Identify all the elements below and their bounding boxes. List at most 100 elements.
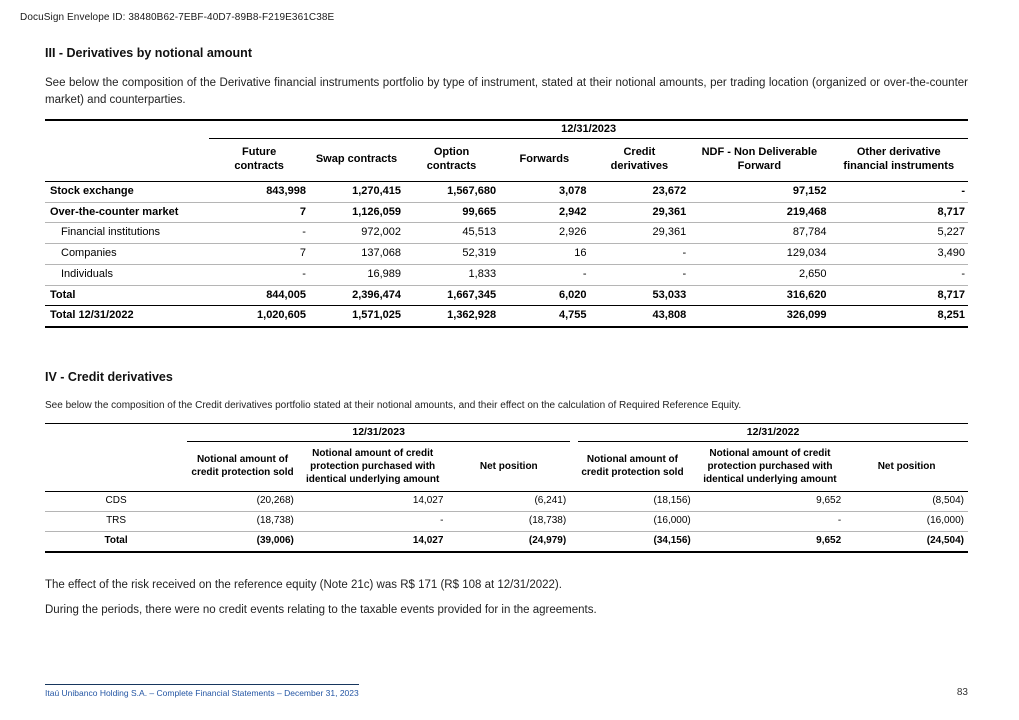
cell-value: 14,027 — [297, 530, 448, 553]
cell-value: 99,665 — [404, 202, 500, 224]
cell-value: 29,361 — [589, 222, 690, 245]
cell-value: 8,717 — [829, 202, 968, 224]
table-row-total: Total (39,006) 14,027 (24,979) (34,156) … — [45, 530, 968, 553]
row-label: Individuals — [45, 264, 210, 286]
cell-value: 129,034 — [689, 243, 830, 265]
cell-value: 8,717 — [829, 284, 968, 307]
row-label: Stock exchange — [45, 181, 210, 203]
cell-value: 1,126,059 — [308, 202, 405, 224]
cell-value: 326,099 — [689, 305, 830, 329]
cell-value: 843,998 — [209, 181, 309, 203]
cell-value: 972,002 — [308, 222, 405, 245]
cell-value: (34,156) — [570, 530, 695, 553]
cell-value: (24,504) — [845, 530, 968, 553]
blank-cell — [45, 422, 188, 442]
column-header: Credit derivatives — [589, 138, 690, 182]
row-label: Companies — [45, 243, 210, 265]
cell-value: - — [589, 243, 690, 265]
cell-value: 2,942 — [499, 202, 590, 224]
cell-value: (16,000) — [845, 511, 968, 532]
cell-value: 8,251 — [829, 305, 968, 329]
column-header: Swap contracts — [308, 138, 405, 182]
cell-value: 316,620 — [689, 284, 830, 307]
group-header-label: 12/31/2022 — [578, 424, 968, 442]
cell-value: - — [209, 264, 309, 286]
cell-value: 52,319 — [404, 243, 500, 265]
cell-value: (18,738) — [187, 511, 298, 532]
cell-value: 6,020 — [499, 284, 590, 307]
row-label: TRS — [45, 511, 188, 532]
period-header-row: 12/31/2023 — [45, 119, 968, 140]
row-label: Total 12/31/2022 — [45, 305, 210, 329]
group-header-row: 12/31/2023 12/31/2022 — [45, 422, 968, 442]
column-header: Net position — [447, 441, 571, 492]
row-label: Total — [45, 530, 188, 553]
page-footer: Itaú Unibanco Holding S.A. – Complete Fi… — [45, 684, 968, 698]
column-header: Option contracts — [404, 138, 500, 182]
derivatives-by-notional-table: 12/31/2023 Future contracts Swap contrac… — [45, 119, 968, 329]
notes-section: The effect of the risk received on the r… — [45, 579, 968, 616]
table-row: Companies 7 137,068 52,319 16 - 129,034 … — [45, 243, 968, 265]
cell-value: 219,468 — [689, 202, 830, 224]
blank-cell — [45, 441, 188, 492]
section4-intro: See below the composition of the Credit … — [45, 400, 742, 412]
blank-cell — [45, 138, 210, 182]
cell-value: 29,361 — [589, 202, 690, 224]
cell-value: 53,033 — [589, 284, 690, 307]
column-header-row: Notional amount of credit protection sol… — [45, 441, 968, 492]
cell-value: 87,784 — [689, 222, 830, 245]
cell-value: - — [589, 264, 690, 286]
column-header: Notional amount of credit protection pur… — [297, 441, 448, 492]
cell-value: 14,027 — [297, 491, 448, 512]
table-row: Financial institutions - 972,002 45,513 … — [45, 222, 968, 245]
cell-value: 2,926 — [499, 222, 590, 245]
cell-value: 1,571,025 — [308, 305, 405, 329]
footer-title: Itaú Unibanco Holding S.A. – Complete Fi… — [45, 684, 359, 698]
cell-value: - — [297, 511, 448, 532]
column-header: NDF - Non Deliverable Forward — [689, 138, 830, 182]
column-header: Notional amount of credit protection sol… — [570, 441, 695, 492]
cell-value: - — [499, 264, 590, 286]
cell-value: 1,567,680 — [404, 181, 500, 203]
cell-value: 7 — [209, 202, 309, 224]
group-header-2022: 12/31/2022 — [570, 422, 968, 442]
cell-value: 2,650 — [689, 264, 830, 286]
credit-derivatives-table: 12/31/2023 12/31/2022 Notional amount of… — [45, 422, 968, 553]
column-header: Notional amount of credit protection pur… — [694, 441, 846, 492]
column-header: Notional amount of credit protection sol… — [187, 441, 298, 492]
cell-value: 844,005 — [209, 284, 309, 307]
table-row: TRS (18,738) - (18,738) (16,000) - (16,0… — [45, 511, 968, 532]
column-header: Other derivative financial instruments — [829, 138, 968, 182]
table-row: CDS (20,268) 14,027 (6,241) (18,156) 9,6… — [45, 491, 968, 512]
cell-value: 16,989 — [308, 264, 405, 286]
note-paragraph: The effect of the risk received on the r… — [45, 578, 562, 591]
row-label: CDS — [45, 491, 188, 512]
cell-value: (20,268) — [187, 491, 298, 512]
cell-value: 23,672 — [589, 181, 690, 203]
cell-value: 1,020,605 — [209, 305, 309, 329]
cell-value: 97,152 — [689, 181, 830, 203]
cell-value: (6,241) — [447, 491, 571, 512]
column-header: Future contracts — [209, 138, 309, 182]
cell-value: 2,396,474 — [308, 284, 405, 307]
cell-value: 45,513 — [404, 222, 500, 245]
row-label: Financial institutions — [45, 222, 210, 245]
note-paragraph: During the periods, there were no credit… — [45, 603, 597, 616]
cell-value: 9,652 — [694, 530, 846, 553]
table-row: Over-the-counter market 7 1,126,059 99,6… — [45, 202, 968, 224]
cell-value: - — [694, 511, 846, 532]
cell-value: (16,000) — [570, 511, 695, 532]
cell-value: 3,490 — [829, 243, 968, 265]
cell-value: 9,652 — [694, 491, 846, 512]
cell-value: 1,667,345 — [404, 284, 500, 307]
cell-value: (18,156) — [570, 491, 695, 512]
column-header: Forwards — [499, 138, 590, 182]
section3-title: III - Derivatives by notional amount — [45, 46, 252, 60]
section3-intro: See below the composition of the Derivat… — [45, 77, 968, 106]
cell-value: (8,504) — [845, 491, 968, 512]
row-label: Total — [45, 284, 210, 307]
cell-value: (18,738) — [447, 511, 571, 532]
cell-value: 1,270,415 — [308, 181, 405, 203]
cell-value: 3,078 — [499, 181, 590, 203]
cell-value: 43,808 — [589, 305, 690, 329]
